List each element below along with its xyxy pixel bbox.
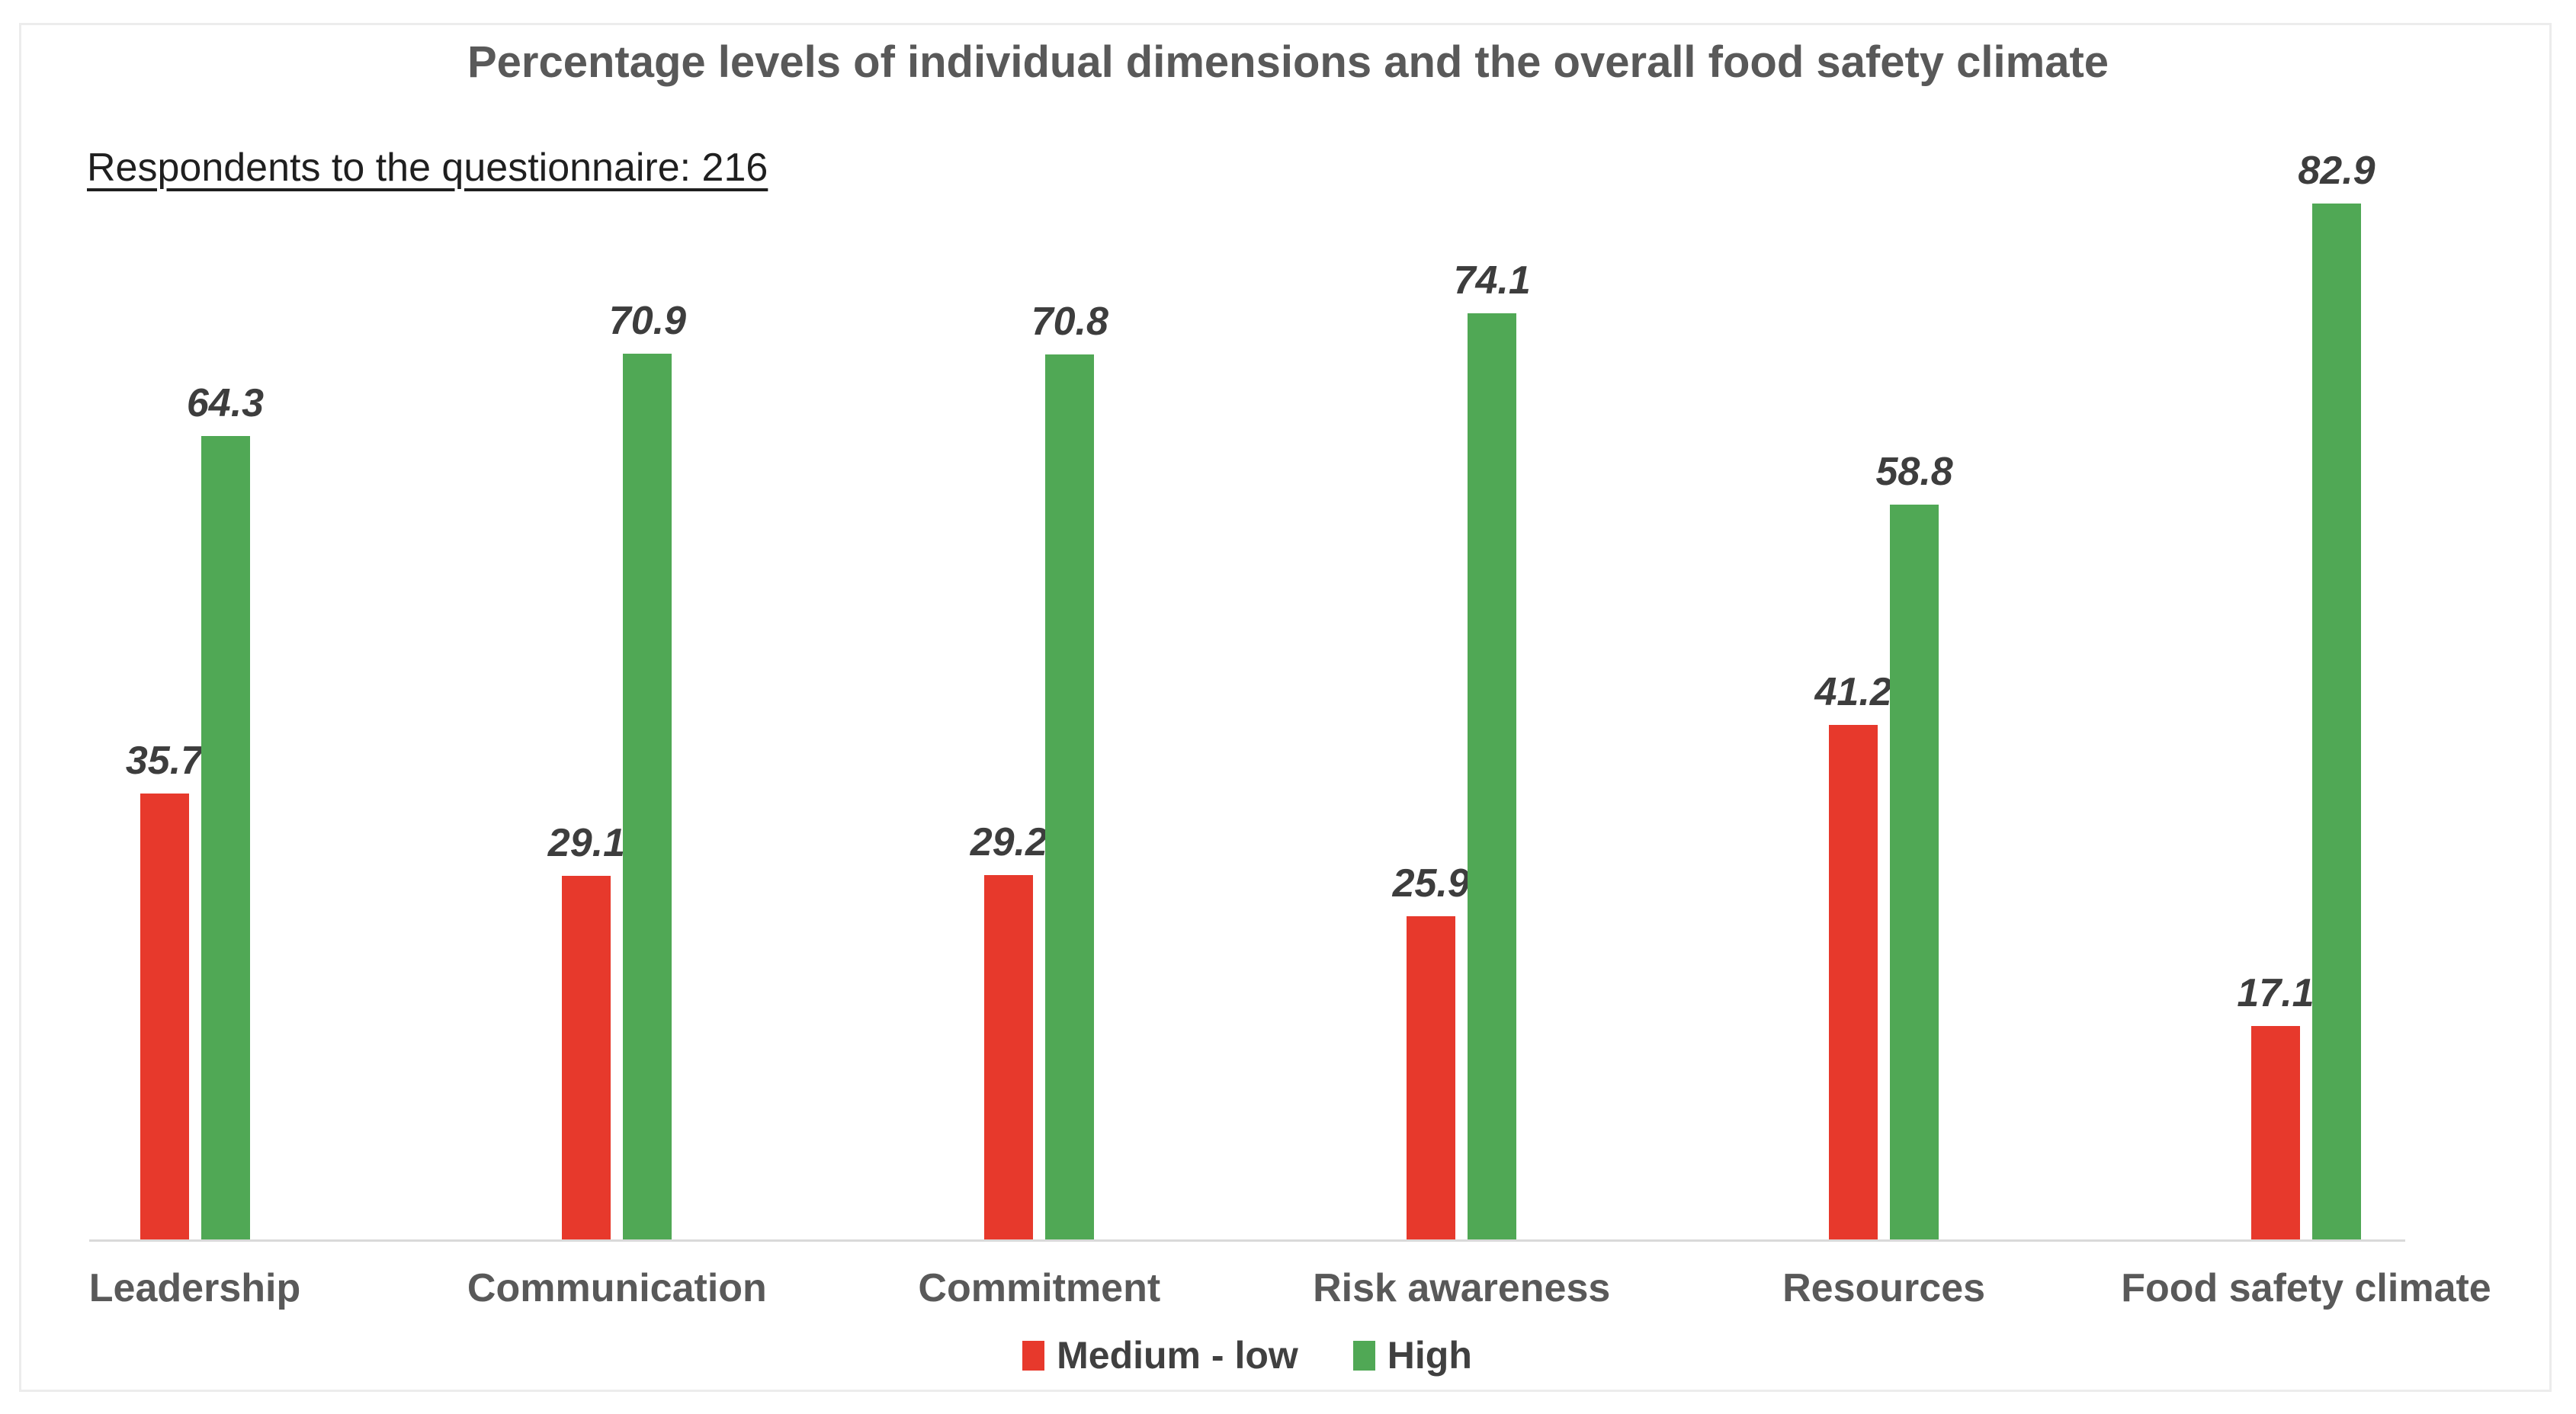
legend-label-high: High <box>1387 1334 1472 1377</box>
value-label-high-risk-awareness: 74.1 <box>1453 258 1531 303</box>
bar-high-risk-awareness <box>1468 313 1517 1240</box>
category-label-commitment: Commitment <box>918 1266 1161 1310</box>
bar-medium-low-commitment <box>984 875 1034 1240</box>
legend-label-medium-low: Medium - low <box>1057 1334 1298 1377</box>
bar-medium-low-leadership <box>140 794 189 1240</box>
value-label-high-resources: 58.8 <box>1875 450 1953 494</box>
bar-high-leadership <box>200 436 250 1240</box>
category-label-food-safety-climate: Food safety climate <box>2121 1266 2491 1310</box>
chart-title: Percentage levels of individual dimensio… <box>467 37 2109 87</box>
value-label-high-commitment: 70.8 <box>1031 300 1108 344</box>
value-label-high-food-safety-climate: 82.9 <box>2298 149 2376 193</box>
value-label-medium-low-resources: 41.2 <box>1814 670 1892 714</box>
bar-high-food-safety-climate <box>2312 204 2361 1240</box>
value-label-medium-low-leadership: 35.7 <box>125 739 204 783</box>
value-label-high-communication: 70.9 <box>608 299 686 343</box>
legend-swatch-medium-low <box>1022 1340 1045 1371</box>
value-label-medium-low-communication: 29.1 <box>547 821 625 865</box>
category-label-leadership: Leadership <box>88 1266 301 1310</box>
respondents-note: Respondents to the questionnaire: 216 <box>87 146 768 190</box>
bar-medium-low-food-safety-climate <box>2251 1026 2300 1240</box>
value-label-medium-low-commitment: 29.2 <box>970 820 1047 864</box>
category-label-risk-awareness: Risk awareness <box>1313 1266 1611 1310</box>
bar-medium-low-risk-awareness <box>1407 916 1456 1240</box>
bar-high-communication <box>623 354 672 1240</box>
legend-item-medium-low: Medium - low <box>1022 1334 1298 1377</box>
bar-medium-low-resources <box>1829 725 1878 1240</box>
value-label-medium-low-food-safety-climate: 17.1 <box>2237 971 2315 1015</box>
x-axis-line <box>89 1239 2405 1242</box>
legend-item-high: High <box>1352 1334 1472 1377</box>
bar-medium-low-communication <box>562 876 611 1240</box>
legend-swatch-high <box>1352 1340 1375 1371</box>
category-label-communication: Communication <box>467 1266 767 1310</box>
category-label-resources: Resources <box>1782 1266 1986 1310</box>
chart-panel <box>19 23 2552 1392</box>
bar-high-commitment <box>1045 354 1095 1240</box>
value-label-high-leadership: 64.3 <box>186 381 265 425</box>
bar-high-resources <box>1890 505 1939 1240</box>
legend: Medium - low High <box>89 1332 2405 1378</box>
value-label-medium-low-risk-awareness: 25.9 <box>1392 861 1470 906</box>
